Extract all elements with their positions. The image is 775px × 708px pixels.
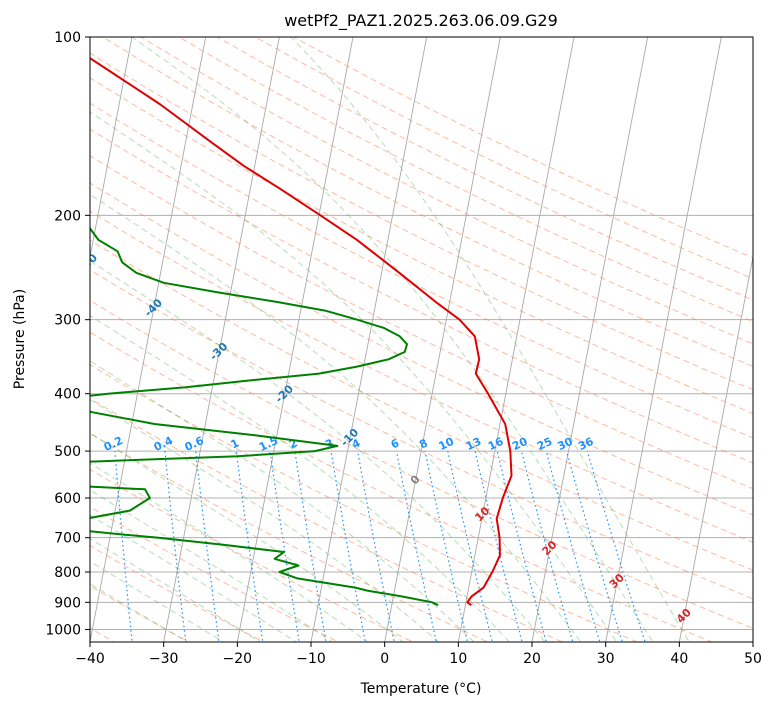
isotherm-label: -50	[77, 251, 100, 274]
dry-adiabat	[90, 210, 753, 543]
isotherm-line	[163, 37, 280, 642]
chart-title: wetPf2_PAZ1.2025.263.06.09.G29	[284, 11, 558, 31]
dewpoint-profile	[90, 226, 439, 607]
isotherm-line	[605, 37, 722, 642]
y-tick-label: 800	[54, 565, 81, 581]
y-tick-label: 700	[54, 531, 81, 547]
isotherm-line	[90, 37, 133, 260]
moist-adiabat	[90, 193, 582, 642]
moist-adiabat	[90, 111, 618, 642]
y-axis-label: Pressure (hPa)	[12, 289, 28, 389]
dry-adiabat	[178, 37, 753, 323]
isotherm-line	[90, 37, 207, 642]
x-tick-label: −20	[223, 651, 253, 667]
dry-adiabat	[101, 37, 753, 368]
y-tick-label: 100	[54, 30, 81, 46]
x-tick-label: −10	[296, 651, 326, 667]
x-axis-label: Temperature (°C)	[360, 681, 482, 697]
mixing-ratio-line	[566, 450, 624, 642]
dry-adiabat	[90, 432, 489, 642]
plot-area: -100-90-80-70-60-50-40-30-20-10010203040…	[77, 37, 753, 642]
sounding-series	[90, 57, 513, 607]
moist-adiabat	[290, 37, 690, 642]
dry-adiabat	[90, 182, 753, 516]
moist-adiabat	[90, 538, 262, 642]
isotherm-line	[384, 37, 501, 642]
y-tick-label: 600	[54, 491, 81, 507]
moist-adiabat	[90, 432, 404, 642]
y-tick-label: 300	[54, 313, 81, 329]
y-tick-label: 900	[54, 595, 81, 611]
x-tick-label: 0	[380, 651, 389, 667]
isotherms	[90, 37, 753, 642]
x-tick-label: −40	[75, 651, 105, 667]
dry-adiabat	[90, 364, 639, 642]
isotherm-line	[457, 37, 575, 642]
dry-adiabat	[90, 77, 753, 415]
mixing-ratio-line	[269, 451, 300, 642]
y-tick-label: 1000	[45, 622, 81, 638]
isotherm-line	[678, 254, 753, 642]
isotherm-line	[310, 37, 428, 642]
plot-frame	[89, 36, 754, 643]
mixing-ratio-label: 20	[510, 435, 530, 453]
y-tick-label: 200	[54, 208, 81, 224]
mixing-ratio-line	[545, 450, 601, 642]
x-tick-label: 40	[670, 651, 688, 667]
x-tick-label: −30	[149, 651, 179, 667]
mixing-ratio-label: 16	[486, 435, 506, 453]
moist-adiabat	[90, 462, 369, 642]
mixing-ratio-label: 30	[555, 435, 575, 453]
x-tick-label: 20	[523, 651, 541, 667]
dry-adiabat	[139, 37, 753, 345]
isotherm-line	[531, 37, 649, 642]
temperature-profile	[90, 57, 513, 607]
moist-adiabat	[90, 489, 334, 642]
moist-adiabat	[131, 37, 654, 642]
moist-adiabats	[90, 37, 690, 642]
moist-adiabat	[90, 399, 440, 642]
moist-adiabat	[90, 560, 225, 642]
dry-adiabat	[90, 299, 753, 629]
dry-adiabat	[90, 331, 714, 642]
x-tick-label: 50	[744, 651, 762, 667]
mixing-ratio-lines	[114, 450, 646, 642]
dry-adiabat	[90, 545, 265, 642]
x-tick-label: 30	[597, 651, 615, 667]
dry-adiabat	[90, 155, 753, 490]
mixing-ratio-label: 36	[576, 435, 596, 453]
y-tick-label: 500	[54, 444, 81, 460]
mixing-ratio-label: 10	[437, 435, 457, 453]
dry-adiabat	[90, 468, 415, 642]
x-axis-ticks: −40 −30 −20 −10 0 10 20 30 40 50	[75, 642, 762, 667]
y-tick-label: 400	[54, 387, 81, 403]
mixing-ratio-line	[114, 451, 133, 642]
mixing-ratio-label: 25	[535, 435, 554, 453]
moist-adiabat	[90, 360, 475, 642]
x-tick-label: 10	[449, 651, 467, 667]
dry-adiabat	[216, 37, 753, 301]
mixing-ratio-line	[235, 451, 264, 642]
mixing-ratio-line	[294, 451, 327, 642]
isotherm-line	[236, 37, 354, 642]
mixing-ratio-line	[330, 450, 366, 642]
mixing-ratio-label: 13	[464, 435, 483, 453]
moist-adiabat	[90, 583, 189, 642]
dry-adiabat	[90, 397, 564, 642]
moist-adiabat	[90, 260, 546, 642]
mixing-ratio-line	[586, 450, 646, 642]
y-axis-ticks: 100 200 300 400 500 600 700 800 900 1000	[45, 30, 90, 638]
mixing-ratio-line	[357, 450, 395, 642]
dry-adiabat	[90, 506, 340, 642]
